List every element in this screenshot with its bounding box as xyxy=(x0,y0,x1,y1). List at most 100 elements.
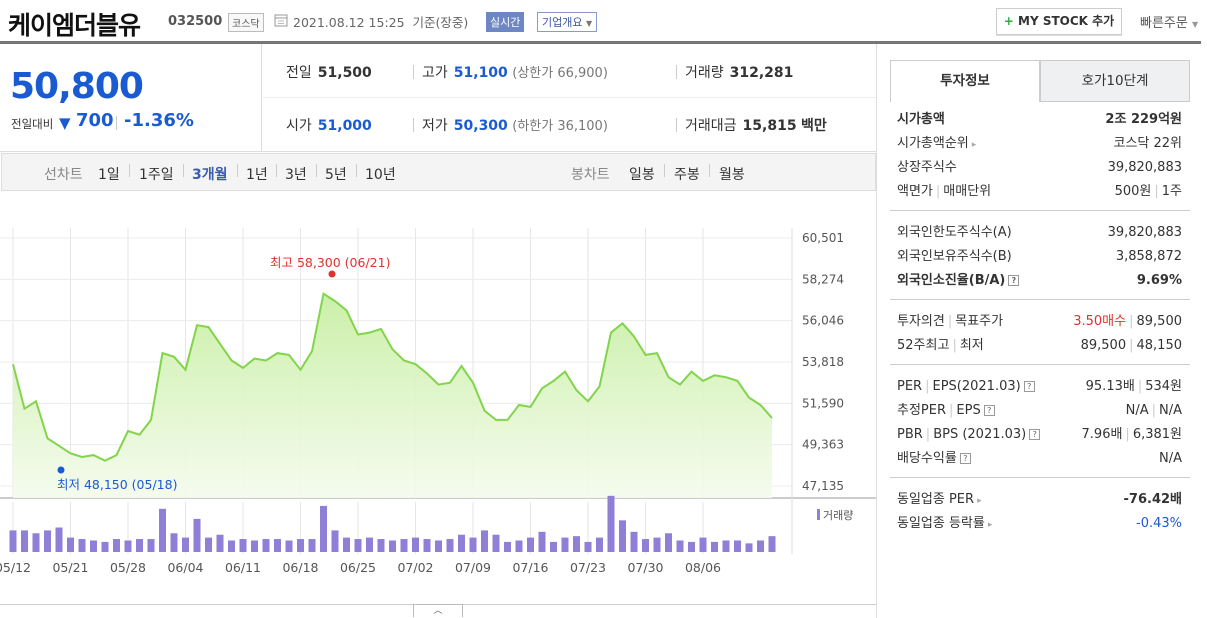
volume-bar xyxy=(504,541,511,552)
info-value: 7.96배 | 6,381원 xyxy=(1081,427,1182,442)
divider xyxy=(316,164,317,177)
price-change-pct: -1.36% xyxy=(124,110,194,131)
volume-bar xyxy=(239,539,247,552)
help-icon[interactable]: ? xyxy=(1023,381,1035,392)
volume-bar xyxy=(297,539,304,552)
divider xyxy=(116,116,117,130)
min-label: 최저 48,150 (05/18) xyxy=(57,477,177,492)
x-tick-label: 06/18 xyxy=(282,560,318,575)
chevron-up-icon[interactable]: ︿ xyxy=(413,604,463,617)
max-label: 최고 58,300 (06/21) xyxy=(270,255,390,270)
volume-bar xyxy=(768,536,776,552)
tab-3m[interactable]: 3개월 xyxy=(192,167,228,183)
info-row: 상장주식수 39,820,883 xyxy=(897,156,1182,180)
volume-bar xyxy=(584,541,592,552)
volume-bar xyxy=(136,539,143,552)
info-label: 외국인보유주식수(B) xyxy=(897,249,1012,264)
x-tick-label: 08/06 xyxy=(685,560,721,575)
help-icon[interactable]: ? xyxy=(983,405,995,416)
info-value: N/A | N/A xyxy=(1125,403,1182,418)
volume-bar xyxy=(182,537,189,552)
datetime-text: 2021.08.12 15:25 기준(장중) xyxy=(293,15,469,30)
volume-bar xyxy=(573,536,580,552)
info-value: -0.43% xyxy=(1136,516,1182,531)
volume-bar xyxy=(262,539,270,552)
caret-down-icon: ▼ xyxy=(1191,20,1199,29)
divider xyxy=(709,164,710,177)
volume-bar xyxy=(676,540,684,552)
x-tick-label: 07/16 xyxy=(512,560,548,575)
y-tick-label: 53,818 xyxy=(802,355,844,369)
info-row: 추정PER | EPS? N/A | N/A xyxy=(897,399,1182,423)
tab-invest-info[interactable]: 투자정보 xyxy=(890,60,1040,102)
volume-bar xyxy=(745,543,753,552)
info-value: 3,858,872 xyxy=(1115,249,1182,264)
tab-1y[interactable]: 1년 xyxy=(246,167,268,183)
volume-bar xyxy=(377,539,385,552)
divider xyxy=(664,164,665,177)
volume-bar xyxy=(550,541,557,552)
stock-code: 032500 xyxy=(168,14,223,29)
volume-bar xyxy=(596,537,603,552)
tab-3y[interactable]: 3년 xyxy=(285,167,307,183)
tab-1w[interactable]: 1주일 xyxy=(139,167,174,183)
x-tick-label: 07/23 xyxy=(570,560,606,575)
quick-order-link[interactable]: 빠른주문 ▼ xyxy=(1140,16,1199,31)
divider xyxy=(183,164,184,177)
y-tick-label: 49,363 xyxy=(802,438,844,452)
chevron-right-icon: ▸ xyxy=(987,520,993,530)
prev-day-label: 전일대비 xyxy=(11,117,54,131)
realtime-badge[interactable]: 실시간 xyxy=(486,12,525,32)
min-marker xyxy=(57,466,65,474)
info-value: 코스닥 22위 xyxy=(1113,136,1182,151)
volume-bar xyxy=(481,530,488,552)
info-label[interactable]: 동일업종 등락률 ▸ xyxy=(897,516,993,531)
info-label[interactable]: 동일업종 PER ▸ xyxy=(897,492,982,507)
info-row: 외국인소진율(B/A)? 9.69% xyxy=(897,269,1182,293)
volume-bar xyxy=(619,520,626,552)
info-label: PER | EPS(2021.03)? xyxy=(897,375,1035,399)
tab-monthly[interactable]: 월봉 xyxy=(719,167,745,183)
tab-10y[interactable]: 10년 xyxy=(365,167,396,183)
plus-icon: + xyxy=(1003,14,1014,28)
volume-bar xyxy=(665,533,672,552)
info-label[interactable]: 시가총액순위 ▸ xyxy=(897,136,977,151)
tab-5y[interactable]: 5년 xyxy=(325,167,347,183)
tab-daily[interactable]: 일봉 xyxy=(629,167,655,183)
volume-bar xyxy=(607,495,615,552)
tab-1d[interactable]: 1일 xyxy=(98,167,120,183)
volume-bar xyxy=(159,508,166,552)
volume-bar xyxy=(21,530,28,552)
volume-bar xyxy=(734,540,741,552)
info-row: 액면가 | 매매단위 500원 | 1주 xyxy=(897,180,1182,204)
help-icon[interactable]: ? xyxy=(959,453,971,464)
x-tick-label: 05/12 xyxy=(0,560,31,575)
info-value: 89,500 | 48,150 xyxy=(1080,338,1182,353)
volume: 거래량 312,281 xyxy=(676,62,793,82)
price-chart-svg: 60,501 58,274 56,046 53,818 51,590 49,363 47,1… xyxy=(0,228,876,575)
current-price-box: 50,800 전일대비 ▼ 700 -1.36% xyxy=(0,44,262,152)
price-chart[interactable]: 60,501 58,274 56,046 53,818 51,590 49,363 47,1… xyxy=(0,192,876,587)
info-value: 2조 229억원 xyxy=(1105,112,1182,127)
volume-legend-label: 거래량 xyxy=(823,509,853,522)
mystock-add-button[interactable]: + MY STOCK 추가 xyxy=(996,8,1122,35)
tab-quote-10[interactable]: 호가10단계 xyxy=(1040,60,1190,102)
volume-bar xyxy=(113,539,120,552)
volume-bar xyxy=(446,539,454,552)
x-tick-label: 07/02 xyxy=(397,560,433,575)
volume-bar xyxy=(9,530,17,552)
volume-bar xyxy=(722,540,730,552)
volume-bar xyxy=(32,533,40,552)
y-tick-label: 58,274 xyxy=(802,272,844,286)
corp-info-dropdown[interactable]: 기업개요 ▼ xyxy=(537,12,598,32)
volume-bar xyxy=(101,541,109,552)
help-icon[interactable]: ? xyxy=(1008,275,1020,286)
info-section: 시가총액 2조 229억원 시가총액순위 ▸ 코스닥 22위 상장주식수 39,820,88… xyxy=(890,102,1190,210)
tab-weekly[interactable]: 주봉 xyxy=(674,167,700,183)
volume-bar xyxy=(458,534,465,552)
volume-bar xyxy=(78,539,86,552)
invest-info-list: 시가총액 2조 229억원 시가총액순위 ▸ 코스닥 22위 상장주식수 39,820,88… xyxy=(890,102,1190,542)
help-icon[interactable]: ? xyxy=(1029,429,1041,440)
high-price: 고가 51,100 (상한가 66,900) xyxy=(413,62,608,82)
info-row: 투자의견 | 목표주가 3.50매수 | 89,500 xyxy=(897,310,1182,334)
